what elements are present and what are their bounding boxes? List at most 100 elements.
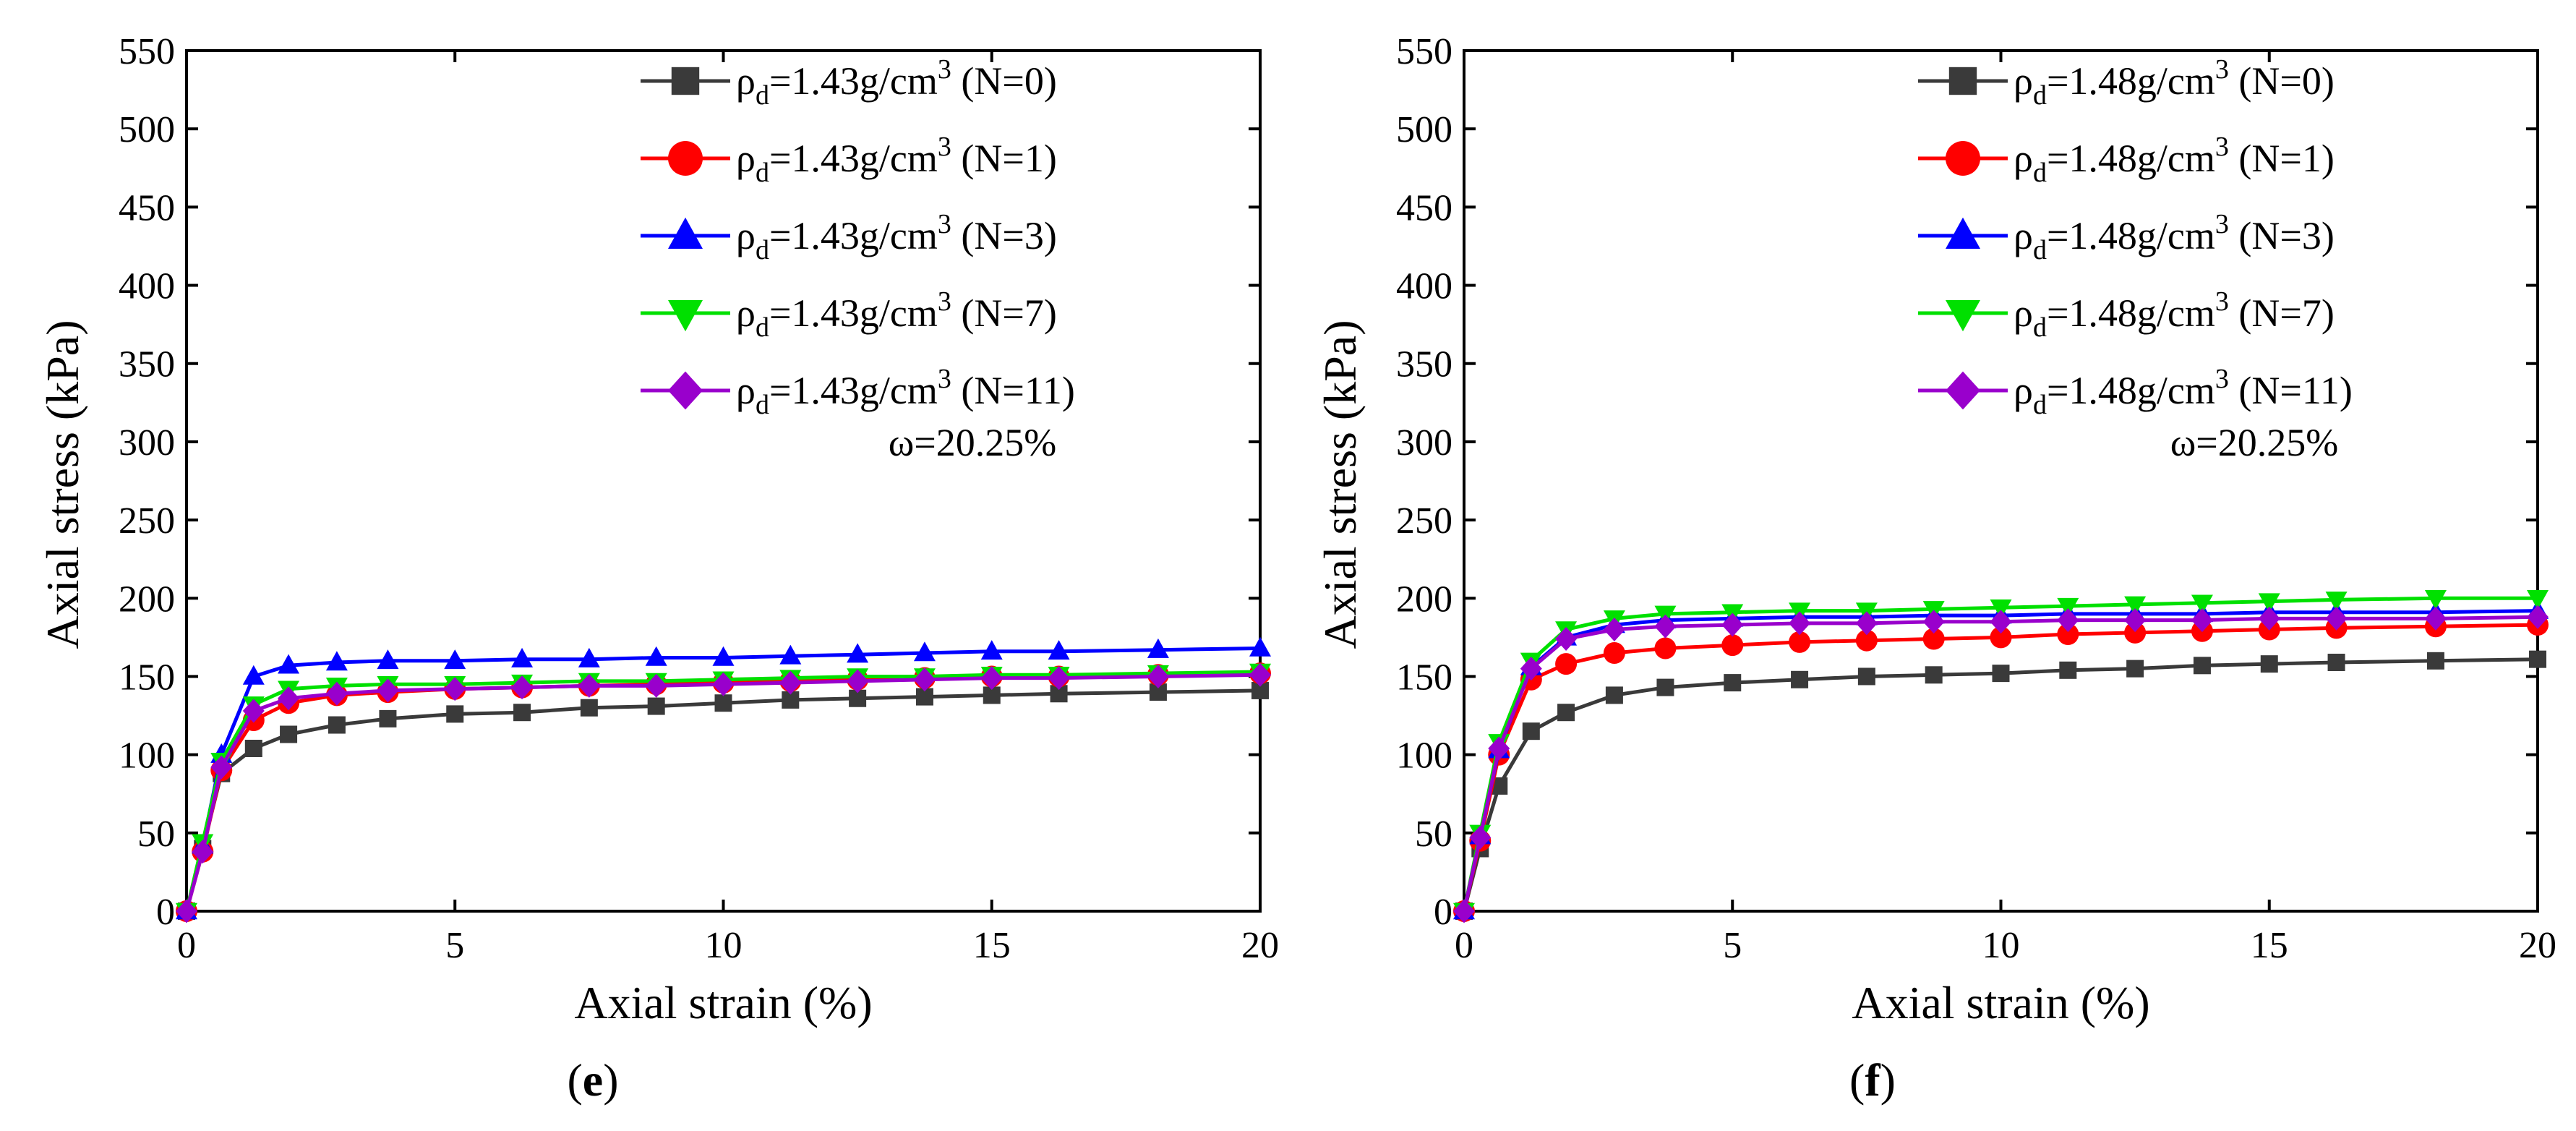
data-point [2124, 596, 2147, 616]
legend-label: ρd=1.43g/cm3 (N=3) [736, 209, 1057, 265]
panel-label: (e) [567, 1054, 618, 1106]
x-tick-label: 15 [2251, 925, 2288, 966]
x-tick-label: 10 [1982, 925, 2020, 966]
y-tick-label: 250 [119, 500, 175, 542]
legend-marker [1948, 67, 1977, 95]
x-tick-label: 10 [705, 925, 743, 966]
data-point [1555, 653, 1578, 675]
legend-item: ρd=1.48g/cm3 (N=1) [1918, 132, 2335, 188]
data-point [1603, 618, 1625, 642]
chart-panel-e: 0 50 100 150 200 250 300 350 400 450 500 550 0 5 10 15 2… [37, 31, 1279, 1106]
data-point [2327, 653, 2345, 671]
data-point [1557, 704, 1575, 722]
series-n0 [1455, 650, 2546, 920]
series-n11 [176, 662, 1271, 923]
data-point [278, 686, 300, 711]
data-point [2424, 590, 2447, 610]
data-point [1603, 642, 1625, 664]
data-point [2057, 597, 2079, 618]
data-point [328, 716, 346, 734]
data-point [2424, 606, 2447, 631]
data-point [1555, 627, 1578, 652]
data-point [192, 840, 214, 864]
data-point [325, 681, 348, 706]
data-point [714, 694, 732, 712]
y-axis-title: Axial stress (kPa) [1314, 320, 1366, 649]
data-point [1048, 640, 1070, 660]
data-point [1990, 599, 2012, 620]
y-tick-label: 150 [1396, 657, 1452, 698]
legend-marker [668, 141, 703, 176]
y-tick-label: 0 [1434, 892, 1452, 933]
y-tick-label: 150 [119, 657, 175, 698]
legend: ρd=1.43g/cm3 (N=0) ρd=1.43g/cm3 (N=1) ρd=1… [641, 54, 1075, 420]
legend-item: ρd=1.43g/cm3 (N=11) [641, 364, 1075, 420]
legend-label: ρd=1.43g/cm3 (N=0) [736, 54, 1057, 111]
data-point [210, 755, 233, 780]
y-axis-title: Axial stress (kPa) [37, 320, 88, 649]
y-tick-label: 50 [137, 814, 175, 855]
panel-label: (f) [1849, 1054, 1896, 1106]
data-point [1721, 613, 1744, 637]
data-point [2426, 652, 2444, 670]
data-point [278, 654, 300, 674]
y-tick-label: 50 [1415, 814, 1452, 855]
legend-item: ρd=1.48g/cm3 (N=3) [1918, 209, 2335, 265]
data-point [1469, 825, 1492, 850]
legend-label: ρd=1.43g/cm3 (N=7) [736, 286, 1057, 343]
legend-marker [668, 371, 703, 410]
x-tick-label: 0 [177, 925, 196, 966]
legend-item: ρd=1.43g/cm3 (N=0) [641, 54, 1057, 111]
data-point [913, 641, 936, 662]
data-point [2191, 594, 2213, 615]
data-point [2258, 593, 2280, 613]
legend-marker [1946, 217, 1980, 249]
y-tick-label: 450 [1396, 187, 1452, 229]
plot-frame [1463, 49, 2539, 913]
data-point [2057, 608, 2079, 633]
data-point [1789, 631, 1811, 653]
data-point [1656, 678, 1674, 696]
legend: ρd=1.48g/cm3 (N=0) ρd=1.48g/cm3 (N=1) ρd=1… [1918, 54, 2353, 420]
legend-label: ρd=1.48g/cm3 (N=1) [2014, 132, 2335, 188]
data-point [2527, 590, 2549, 610]
data-point [580, 699, 598, 717]
data-point [1724, 674, 1742, 692]
data-point [2124, 621, 2147, 644]
data-point [511, 647, 534, 667]
y-tick-label: 0 [156, 892, 175, 933]
data-point [1992, 665, 2010, 683]
data-point [779, 670, 802, 695]
x-tick-label: 20 [2519, 925, 2556, 966]
data-point [444, 649, 466, 670]
data-point [2529, 650, 2546, 668]
plot-frame [185, 49, 1262, 913]
data-point [280, 725, 298, 743]
y-tick-label: 250 [1396, 500, 1452, 542]
y-tick-label: 500 [119, 109, 175, 150]
legend-marker [1946, 300, 1980, 332]
x-tick-label: 5 [1723, 925, 1742, 966]
y-tick-label: 300 [119, 422, 175, 464]
legend-marker [1946, 371, 1980, 410]
data-point [242, 699, 265, 723]
data-point [980, 640, 1003, 660]
x-tick-label: 20 [1241, 925, 1279, 966]
data-point [645, 646, 667, 666]
data-point [1605, 686, 1623, 704]
y-tick-label: 500 [1396, 109, 1452, 150]
data-point [176, 899, 197, 923]
series-n11 [1453, 605, 2549, 923]
series-n0 [178, 681, 1269, 920]
x-tick-label: 0 [1455, 925, 1473, 966]
legend-item: ρd=1.43g/cm3 (N=3) [641, 209, 1057, 265]
series-line [1462, 609, 2538, 912]
data-point [1520, 657, 1542, 681]
legend-item: ρd=1.43g/cm3 (N=7) [641, 286, 1057, 343]
data-point [1990, 626, 2012, 649]
data-point [1249, 662, 1271, 687]
legend-item: ρd=1.48g/cm3 (N=7) [1918, 286, 2335, 343]
data-point [513, 704, 531, 722]
data-point [1922, 628, 1945, 650]
